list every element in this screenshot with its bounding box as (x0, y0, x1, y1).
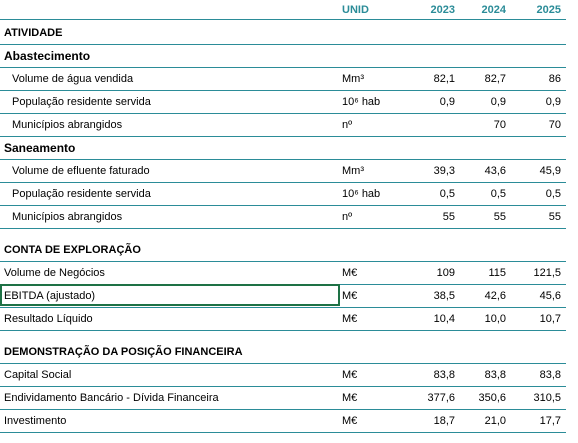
row-border (0, 330, 566, 331)
row-label: Volume de água vendida (12, 73, 134, 85)
unit-header: UNID (342, 4, 369, 16)
row-unit: nº (342, 211, 353, 223)
row-unit: M€ (342, 415, 358, 427)
row-border (0, 113, 566, 114)
row-unit: M€ (342, 369, 358, 381)
row-label: Volume de efluente faturado (12, 165, 150, 177)
cell-value: 10,0 (484, 313, 506, 325)
row-label: Capital Social (4, 369, 72, 381)
cell-value: 45,6 (539, 290, 561, 302)
row-unit: M€ (342, 392, 358, 404)
cell-value: 109 (436, 267, 455, 279)
cell-value: 86 (548, 73, 561, 85)
row-label: Municípios abrangidos (12, 119, 123, 131)
cell-value: 17,7 (539, 415, 561, 427)
row-border (0, 363, 566, 364)
row-label: Investimento (4, 415, 67, 427)
row-border (0, 432, 566, 433)
row-border (0, 307, 566, 308)
cell-value: 0,9 (439, 96, 455, 108)
cell-value: 55 (493, 211, 506, 223)
row-border (0, 44, 566, 45)
group-title: Abastecimento (4, 49, 91, 63)
cell-value: 0,5 (439, 188, 455, 200)
cell-value: 83,8 (539, 369, 561, 381)
row-border (0, 19, 566, 20)
row-unit: M€ (342, 313, 358, 325)
selected-cell (0, 284, 340, 306)
cell-value: 39,3 (433, 165, 455, 177)
cell-value: 45,9 (539, 165, 561, 177)
cell-value: 21,0 (484, 415, 506, 427)
row-label: Endividamento Bancário - Dívida Financei… (4, 392, 219, 404)
row-unit: M€ (342, 290, 358, 302)
cell-value: 0,5 (490, 188, 506, 200)
row-label: População residente servida (12, 96, 151, 108)
row-unit: nº (342, 119, 353, 131)
row-border (0, 159, 566, 160)
cell-value: 70 (493, 119, 506, 131)
cell-value: 82,7 (484, 73, 506, 85)
row-label: EBITDA (ajustado) (4, 290, 96, 302)
cell-value: 83,8 (484, 369, 506, 381)
section-title: DEMONSTRAÇÃO DA POSIÇÃO FINANCEIRA (4, 346, 243, 358)
section-title: ATIVIDADE (4, 27, 63, 39)
year-header: 2023 (430, 4, 455, 16)
cell-value: 70 (548, 119, 561, 131)
row-unit: 10⁶ hab (342, 96, 381, 108)
row-label: Resultado Líquido (4, 313, 93, 325)
cell-value: 350,6 (478, 392, 506, 404)
cell-value: 18,7 (433, 415, 455, 427)
row-border (0, 182, 566, 183)
row-unit: 10⁶ hab (342, 188, 381, 200)
row-label: Municípios abrangidos (12, 211, 123, 223)
cell-value: 310,5 (533, 392, 561, 404)
year-header: 2024 (481, 4, 506, 16)
cell-value: 38,5 (433, 290, 455, 302)
row-border (0, 90, 566, 91)
section-title: CONTA DE EXPLORAÇÃO (4, 244, 141, 256)
cell-value: 0,5 (545, 188, 561, 200)
cell-value: 55 (548, 211, 561, 223)
cell-value: 83,8 (433, 369, 455, 381)
row-border (0, 409, 566, 410)
cell-value: 10,4 (433, 313, 455, 325)
row-border (0, 261, 566, 262)
row-border (0, 67, 566, 68)
cell-value: 0,9 (545, 96, 561, 108)
row-unit: M€ (342, 267, 358, 279)
row-border (0, 205, 566, 206)
row-label: Volume de Negócios (4, 267, 105, 279)
cell-value: 10,7 (539, 313, 561, 325)
cell-value: 42,6 (484, 290, 506, 302)
row-border (0, 386, 566, 387)
row-label: População residente servida (12, 188, 151, 200)
cell-value: 55 (442, 211, 455, 223)
row-unit: Mm³ (342, 73, 364, 85)
row-border (0, 136, 566, 137)
cell-value: 82,1 (433, 73, 455, 85)
cell-value: 121,5 (533, 267, 561, 279)
group-title: Saneamento (4, 141, 76, 155)
cell-value: 43,6 (484, 165, 506, 177)
year-header: 2025 (536, 4, 561, 16)
cell-value: 0,9 (490, 96, 506, 108)
row-unit: Mm³ (342, 165, 364, 177)
row-border (0, 228, 566, 229)
cell-value: 115 (488, 267, 506, 279)
cell-value: 377,6 (427, 392, 455, 404)
